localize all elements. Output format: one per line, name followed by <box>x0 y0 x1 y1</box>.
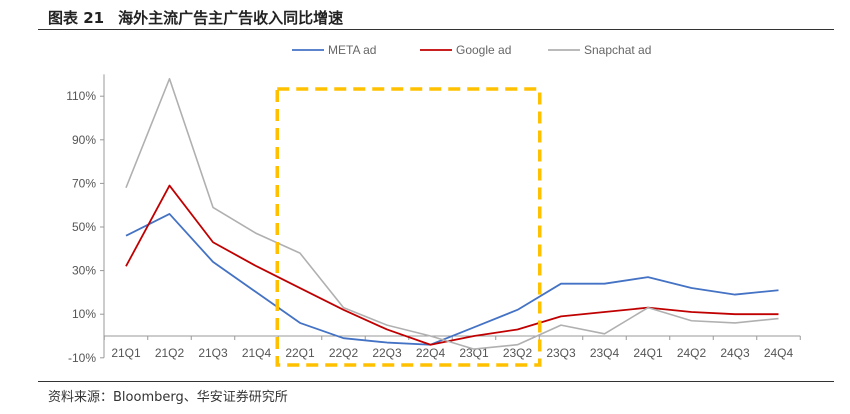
figure-title: 图表 21 海外主流广告主广告收入同比增速 <box>48 7 357 28</box>
y-tick-label: -10% <box>68 351 96 365</box>
x-tick-label: 22Q4 <box>416 346 446 360</box>
source-note: 资料来源：Bloomberg、华安证券研究所 <box>48 390 288 405</box>
x-tick-label: 21Q3 <box>198 346 228 360</box>
x-tick-label: 24Q2 <box>677 346 707 360</box>
y-tick-label: 50% <box>72 220 96 234</box>
series-meta-ad <box>125 213 779 346</box>
x-tick-label: 22Q3 <box>372 346 402 360</box>
series-line <box>125 213 779 346</box>
legend-label: Google ad <box>456 43 511 57</box>
x-tick-label: 23Q3 <box>546 346 576 360</box>
series-line <box>125 184 779 346</box>
x-tick-label: 24Q1 <box>633 346 663 360</box>
x-tick-label: 22Q2 <box>329 346 359 360</box>
y-tick-label: 110% <box>66 89 96 103</box>
x-tick-label: 24Q4 <box>764 346 794 360</box>
legend-label: META ad <box>328 43 376 57</box>
highlight-box <box>275 87 542 367</box>
bottom-rule <box>38 381 834 382</box>
y-tick-label: 90% <box>72 133 96 147</box>
y-tick-label: 10% <box>72 307 96 321</box>
y-tick-label: 30% <box>72 264 96 278</box>
figure-number: 图表 21 <box>48 9 105 27</box>
x-tick-label: 22Q1 <box>285 346 315 360</box>
legend-label: Snapchat ad <box>584 43 651 57</box>
x-tick-label: 21Q1 <box>111 346 141 360</box>
x-tick-label: 23Q1 <box>459 346 489 360</box>
series-line <box>125 77 779 350</box>
figure-title-text: 海外主流广告主广告收入同比增速 <box>118 9 344 27</box>
top-rule <box>38 29 834 30</box>
series-google-ad <box>125 184 779 346</box>
x-tick-label: 21Q2 <box>155 346 185 360</box>
y-tick-label: 70% <box>72 176 96 190</box>
x-tick-label: 24Q3 <box>720 346 750 360</box>
x-tick-label: 21Q4 <box>242 346 272 360</box>
x-tick-label: 23Q2 <box>503 346 533 360</box>
x-tick-label: 23Q4 <box>590 346 620 360</box>
series-snapchat-ad <box>125 77 779 350</box>
